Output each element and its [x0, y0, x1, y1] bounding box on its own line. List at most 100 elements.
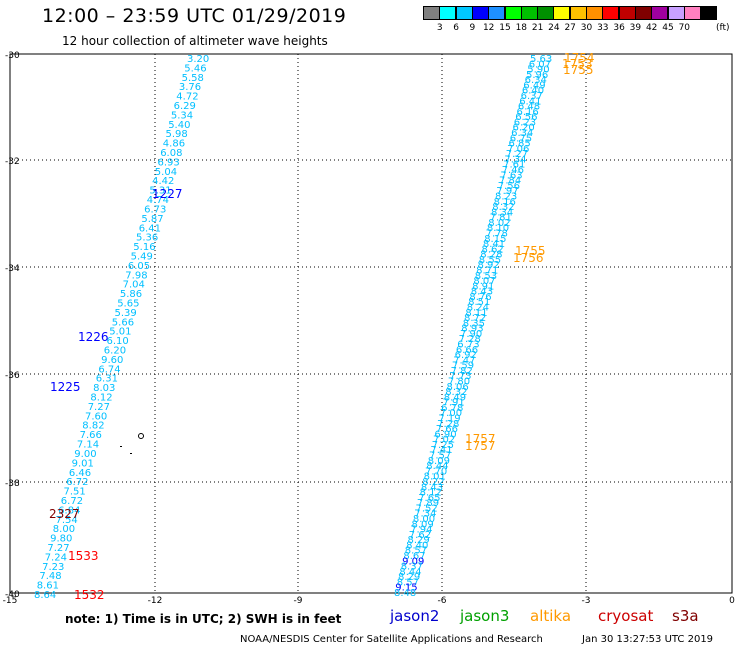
- wave-height-value: 7.34: [414, 509, 436, 520]
- wave-height-value: 4.74: [147, 195, 169, 206]
- wave-height-value: 6.41: [139, 223, 161, 234]
- wave-height-value: 8.44: [399, 567, 421, 578]
- wave-height-value: 5.98: [166, 129, 188, 140]
- latitude-label: -38: [5, 479, 20, 489]
- wave-height-value: 8.44: [426, 461, 448, 472]
- wave-height-value: 6.90: [434, 429, 456, 440]
- latitude-label: -36: [5, 371, 20, 381]
- wave-height-value: 8.07: [473, 276, 495, 287]
- wave-height-value: 8.24: [467, 303, 489, 314]
- wave-height-value: 7.73: [449, 371, 471, 382]
- scale-tick-label: 39: [629, 23, 642, 33]
- wave-height-value: 7.47: [453, 355, 475, 366]
- wave-height-value: 4.42: [152, 176, 174, 187]
- scale-tick-label: 3: [436, 23, 443, 33]
- wave-height-value: 7.28: [437, 419, 459, 430]
- wave-height-value: 8.01: [424, 472, 446, 483]
- wave-height-value: 5.58: [182, 73, 204, 84]
- wave-height-value: 6.31: [96, 374, 118, 385]
- wave-height-value: 8.32: [492, 202, 514, 213]
- wave-height-value: 8.55: [479, 255, 501, 266]
- pass-time-label: 1755: [563, 63, 594, 77]
- longitude-label: 0: [729, 596, 735, 606]
- wave-height-value: 7.14: [77, 440, 99, 451]
- wave-height-value: 7.98: [125, 270, 147, 281]
- island-outline: [138, 433, 144, 439]
- wave-height-value: 7.66: [80, 430, 102, 441]
- wave-height-value: 5.96: [526, 70, 548, 81]
- wave-height-value: 7.00: [440, 408, 462, 419]
- wave-height-value: 6.72: [66, 477, 88, 488]
- wave-height-value: 8.41: [483, 239, 505, 250]
- wave-height-value: 6.37: [521, 91, 543, 102]
- wave-height-value: 3.20: [187, 54, 209, 65]
- scale-tick-label: 45: [662, 23, 674, 33]
- pass-time-label: 1225: [50, 380, 81, 394]
- wave-height-value: 7.19: [438, 414, 460, 425]
- wave-height-value: 7.56: [498, 181, 520, 192]
- pass-time-label: 1756: [513, 251, 544, 265]
- wave-height-value: 6.78: [441, 403, 463, 414]
- wave-height-value: 8.91: [472, 281, 494, 292]
- footnote: note: 1) Time is in UTC; 2) SWH is in fe…: [65, 612, 342, 626]
- wave-height-value: 8.82: [82, 421, 104, 432]
- legend-jason3: jason3: [460, 607, 510, 625]
- wave-height-value: 8.57: [397, 577, 419, 588]
- wave-height-value: 7.90: [460, 329, 482, 340]
- wave-height-value: 6.23: [514, 117, 536, 128]
- wave-height-value: 8.48: [394, 588, 416, 599]
- wave-height-value: 5.87: [141, 214, 163, 225]
- wave-height-value: 8.29: [408, 535, 430, 546]
- wave-height-value: 5.49: [131, 252, 153, 263]
- wave-height-value: 8.92: [478, 260, 500, 271]
- longitude-label: -9: [294, 596, 303, 606]
- wave-height-value: 8.12: [90, 393, 112, 404]
- wave-height-value: 6.49: [523, 80, 545, 91]
- wave-height-value: 8.40: [406, 540, 428, 551]
- wave-height-value: 8.02: [488, 218, 510, 229]
- wave-height-value: 8.09: [428, 456, 450, 467]
- pass-time-label: 1226: [78, 330, 109, 344]
- wave-height-value: 8.16: [494, 197, 516, 208]
- wave-height-value: 6.73: [457, 340, 479, 351]
- wave-height-value: 5.31: [149, 186, 171, 197]
- wave-height-value: 6.08: [160, 148, 182, 159]
- wave-height-value: 8.11: [465, 308, 487, 319]
- wave-height-value: 6.74: [98, 364, 120, 375]
- wave-height-value: 8.29: [398, 572, 420, 583]
- wave-height-value: 6.05: [128, 261, 150, 272]
- wave-height-value: 7.23: [42, 562, 64, 573]
- wave-height-value: 8.37: [401, 562, 423, 573]
- wave-height-value: 9.09: [402, 556, 424, 567]
- wave-height-value: 6.66: [456, 345, 478, 356]
- wave-height-value: 5.65: [117, 299, 139, 310]
- wave-height-value: 8.12: [420, 488, 442, 499]
- wave-height-value: 6.73: [144, 205, 166, 216]
- wave-height-value: 6.93: [158, 157, 180, 168]
- wave-height-value: 5.39: [115, 308, 137, 319]
- wave-height-value: 7.61: [503, 160, 525, 171]
- generated-timestamp: Jan 30 13:27:53 UTC 2019: [582, 634, 714, 645]
- wave-height-value: 5.36: [136, 233, 158, 244]
- wave-height-value: 6.72: [61, 496, 83, 507]
- legend-jason2: jason2: [390, 607, 440, 625]
- wave-height-value: 5.86: [120, 289, 142, 300]
- scale-tick-label: 15: [499, 23, 511, 33]
- wave-height-value: 4.72: [176, 92, 198, 103]
- wave-height-value: 8.00: [413, 514, 435, 525]
- pass-time-label: 2327: [49, 507, 80, 521]
- wave-height-value: 8.72: [464, 313, 486, 324]
- wave-height-value: 7.60: [85, 411, 107, 422]
- latitude-label: -30: [5, 51, 20, 61]
- wave-height-value: 6.29: [174, 101, 196, 112]
- pass-time-label: 1755: [515, 244, 546, 258]
- wave-height-value: 7.82: [451, 366, 473, 377]
- wave-height-value: 7.97: [496, 186, 518, 197]
- wave-height-value: 5.63: [530, 54, 552, 65]
- wave-height-value: 6.85: [509, 139, 531, 150]
- wave-height-value: 7.04: [123, 280, 145, 291]
- scale-units-label: (ft): [716, 23, 730, 33]
- legend-altika: altika: [530, 607, 572, 625]
- wave-height-value: 9.00: [74, 449, 96, 460]
- pass-time-label: 1227: [152, 187, 183, 201]
